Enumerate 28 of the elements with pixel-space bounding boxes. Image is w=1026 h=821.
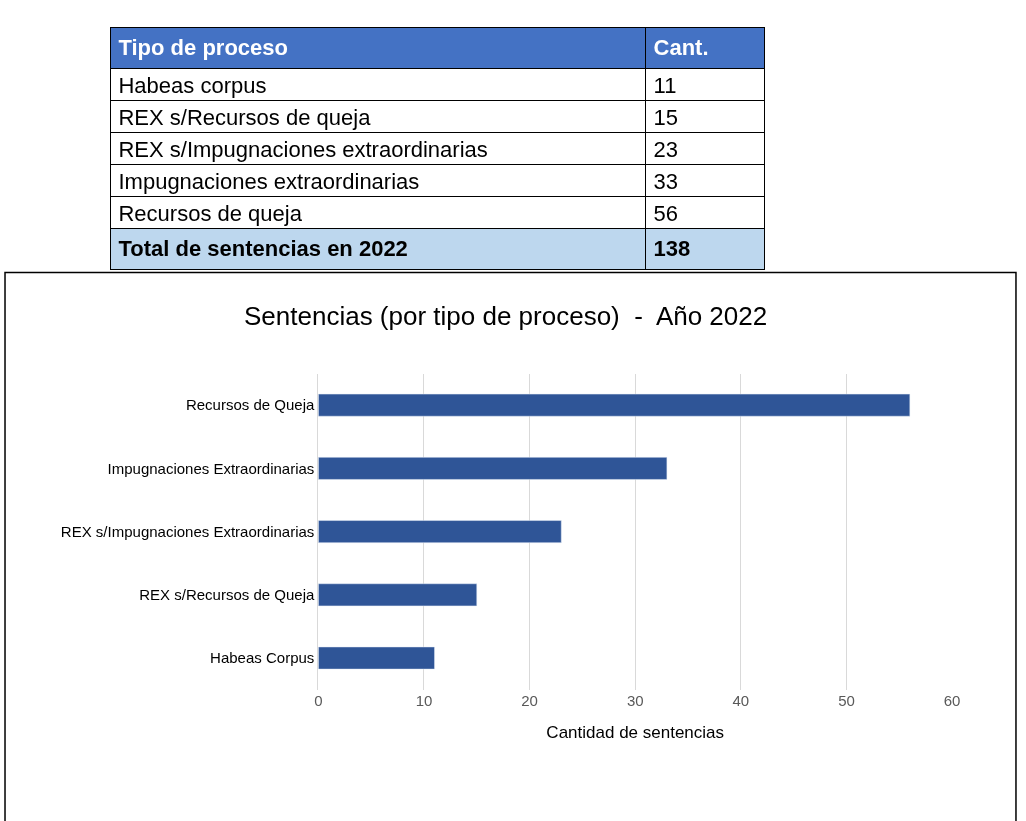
y-tick-label: REX s/Recursos de Queja bbox=[139, 586, 315, 604]
x-tick-label: 10 bbox=[415, 691, 433, 709]
category-label: REX s/Recursos de queja bbox=[118, 104, 372, 130]
x-tick-label: 20 bbox=[521, 691, 538, 709]
data-label: 56 bbox=[653, 200, 679, 226]
chart-title: Sentencias (por tipo de proceso) - Año 2022 bbox=[244, 301, 768, 331]
category-label: Total de sentencias en 2022 bbox=[118, 236, 408, 262]
category-label: Recursos de queja bbox=[118, 200, 303, 226]
y-tick-label: Recursos de Queja bbox=[185, 396, 315, 414]
data-label: 23 bbox=[653, 136, 679, 162]
y-tick-label: Impugnaciones Extraordinarias bbox=[107, 459, 315, 477]
text: Tipo de proceso bbox=[118, 35, 288, 61]
data-label: 138 bbox=[653, 236, 691, 262]
x-tick-label: 50 bbox=[838, 691, 855, 709]
data-label: 11 bbox=[653, 72, 677, 98]
y-tick-label: Habeas Corpus bbox=[210, 649, 315, 667]
x-axis-title: Cantidad de sentencias bbox=[546, 723, 725, 743]
x-tick-label: 0 bbox=[314, 691, 323, 709]
x-tick-label: 60 bbox=[943, 691, 961, 709]
text: Cant. bbox=[653, 35, 709, 61]
category-label: Impugnaciones extraordinarias bbox=[118, 168, 420, 194]
y-tick-label: REX s/Impugnaciones Extraordinarias bbox=[60, 522, 315, 540]
x-tick-label: 40 bbox=[732, 691, 750, 709]
category-label: Habeas corpus bbox=[118, 72, 267, 98]
category-label: REX s/Impugnaciones extraordinarias bbox=[118, 136, 488, 162]
data-label: 15 bbox=[653, 104, 679, 130]
data-label: 33 bbox=[653, 168, 679, 194]
x-tick-label: 30 bbox=[626, 691, 644, 709]
